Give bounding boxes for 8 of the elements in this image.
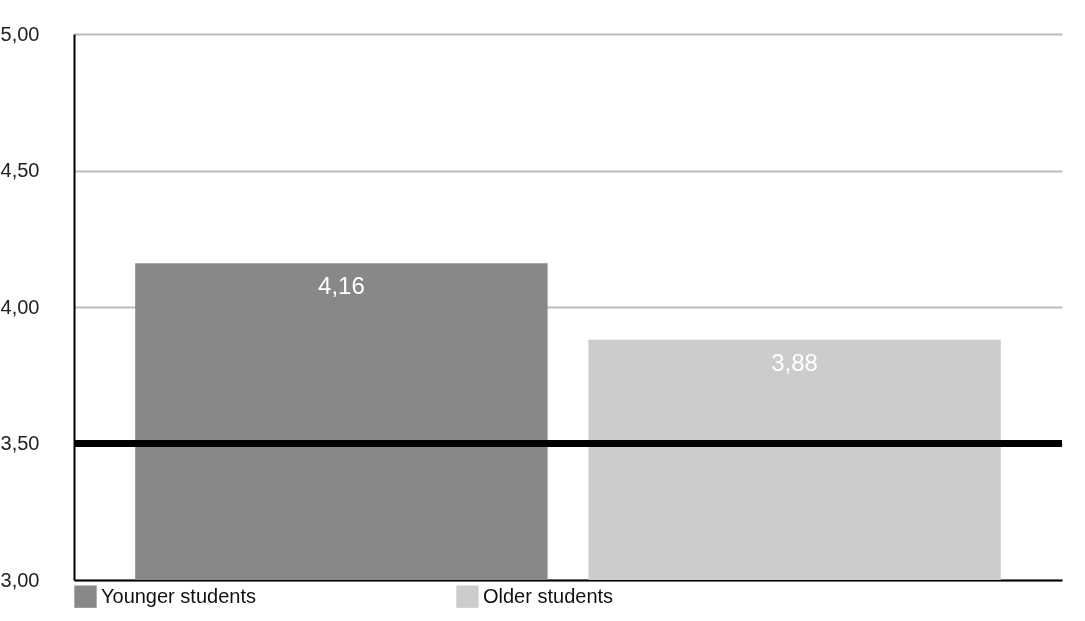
y-tick-label: 5,00 <box>0 22 40 45</box>
data-label: 4,16 <box>318 272 365 300</box>
y-tick-label: 3,00 <box>0 568 40 591</box>
legend-label: Older students <box>483 584 614 607</box>
y-tick-label: 4,50 <box>0 159 40 181</box>
y-tick-label: 3,50 <box>0 432 40 454</box>
y-tick-label: 4,00 <box>0 295 40 318</box>
legend-label: Younger students <box>101 584 256 607</box>
